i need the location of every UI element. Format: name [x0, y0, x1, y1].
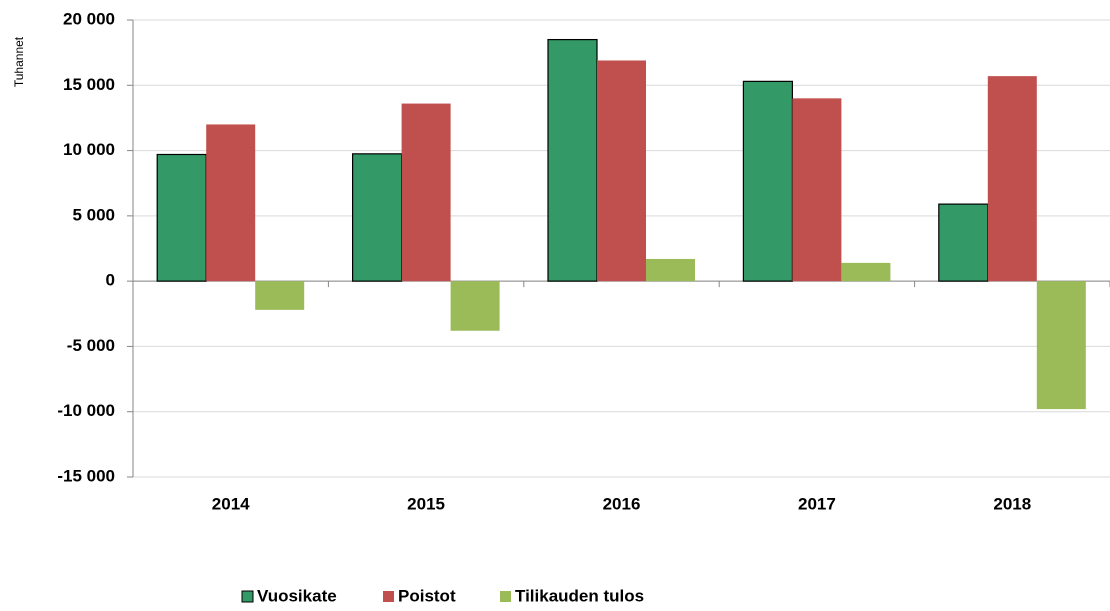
x-tick-label: 2015 [407, 494, 445, 513]
bar [1036, 281, 1086, 410]
bar [938, 203, 989, 282]
legend-swatch [383, 591, 394, 602]
x-tick-label: 2016 [603, 494, 641, 513]
bar [597, 60, 646, 282]
bar [206, 124, 256, 282]
y-tick-label: -10 000 [57, 401, 115, 420]
bar [841, 262, 891, 282]
bar [401, 103, 451, 282]
y-tick-label: 0 [106, 271, 115, 290]
legend-label: Vuosikate [257, 586, 337, 605]
x-tick-label: 2018 [993, 494, 1031, 513]
legend-label: Poistot [398, 586, 456, 605]
y-axis-label: Tuhannet [12, 36, 26, 87]
bar [547, 38, 598, 282]
y-tick-label: -15 000 [57, 466, 115, 485]
bar [646, 258, 695, 282]
x-tick-label: 2017 [798, 494, 836, 513]
bar [742, 80, 794, 282]
bar [156, 153, 207, 282]
bar [987, 76, 1037, 282]
y-tick-label: 10 000 [63, 140, 115, 159]
bar [352, 153, 403, 282]
y-tick-label: 15 000 [63, 75, 115, 94]
legend-swatch [241, 590, 254, 603]
legend-label: Tilikauden tulos [515, 586, 644, 605]
y-tick-label: -5 000 [67, 336, 115, 355]
x-tick-label: 2014 [212, 494, 250, 513]
legend-swatch [500, 591, 511, 602]
bar [450, 281, 500, 331]
y-tick-label: 5 000 [72, 205, 115, 224]
y-tick-label: 20 000 [63, 9, 115, 28]
bar [792, 98, 842, 282]
bar [255, 281, 305, 310]
